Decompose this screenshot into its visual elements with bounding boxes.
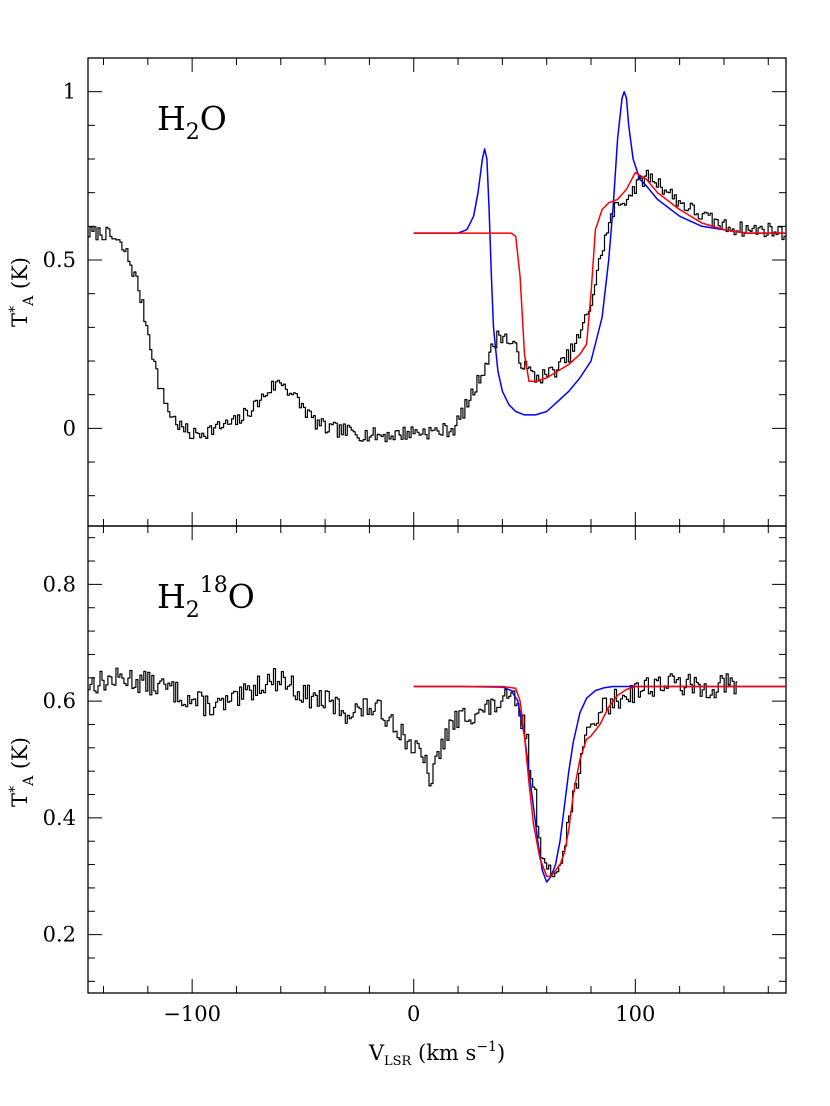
x-tick-label: 0	[407, 1002, 420, 1026]
y-tick-label: 0.6	[43, 689, 76, 713]
series-model-blue	[413, 685, 786, 883]
x-tick-label: −100	[163, 1002, 221, 1026]
y-axis-label: T*A (K)	[7, 257, 37, 327]
y-axis-label: T*A (K)	[7, 737, 37, 807]
y-tick-label: 0	[63, 416, 76, 440]
series-model-red	[413, 171, 786, 382]
y-tick-label: 0.2	[43, 923, 76, 947]
x-tick-label: 100	[615, 1002, 655, 1026]
molecule-label: H218O	[157, 573, 255, 623]
y-tick-label: 0.4	[43, 806, 76, 830]
molecule-label: H2O	[157, 99, 227, 145]
plot-frame	[87, 525, 787, 994]
panel-bottom-h218o: 0.2 0.4 0.6 0.8 −100 0 100 H218O T*A (K)	[7, 525, 787, 1026]
series-observed	[88, 169, 786, 443]
y-tick-label: 0.8	[43, 572, 76, 596]
y-tick-label: 1	[63, 80, 76, 104]
x-axis-label: VLSR (km s−1)	[368, 1039, 505, 1069]
panel-top-h2o: 0 0.5 1 H2O T*A (K)	[7, 57, 787, 527]
series-model-red	[413, 685, 786, 878]
series-model-blue	[413, 90, 786, 416]
y-tick-label: 0.5	[43, 248, 76, 272]
series-observed	[88, 667, 738, 878]
